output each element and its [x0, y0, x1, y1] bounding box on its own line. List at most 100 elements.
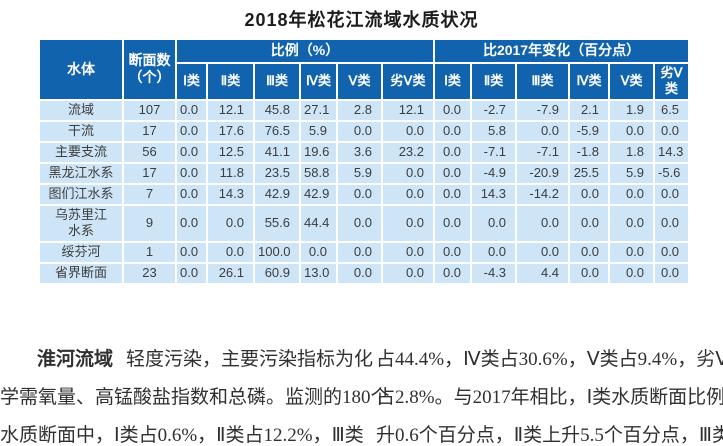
proportion-value: 2.8	[336, 98, 383, 122]
change-value: -20.9	[515, 161, 571, 185]
change-value: 4.4	[515, 262, 571, 286]
proportion-value: 0.0	[175, 161, 208, 185]
section-count-value: 9	[122, 203, 177, 244]
col-header-change-class-2: Ⅱ类	[470, 62, 518, 101]
proportion-value: 0.0	[175, 203, 208, 244]
change-value: 0.0	[653, 182, 691, 206]
paragraph-line: 占44.4%，Ⅳ类占30.6%，Ⅴ类占9.4%，劣Ⅴ类	[376, 349, 723, 370]
proportion-value: 23.2	[380, 140, 436, 164]
proportion-value: 100.0	[253, 241, 301, 265]
change-value: 0.0	[433, 98, 473, 122]
proportion-value: 55.6	[253, 203, 301, 244]
change-value: 0.0	[433, 119, 473, 143]
change-value: 0.0	[433, 161, 473, 185]
proportion-value: 0.0	[336, 203, 383, 244]
paragraph-line: 学需氧量、高锰酸盐指数和总磷。监测的180个	[0, 387, 390, 408]
proportion-value: 12.5	[206, 140, 255, 164]
col-group-change-vs-2017: 比2017年变化（百分点）	[433, 38, 691, 64]
change-value: -5.9	[568, 119, 611, 143]
proportion-value: 0.0	[336, 241, 383, 265]
proportion-value: 58.8	[299, 161, 338, 185]
col-group-proportion: 比例（%）	[174, 38, 436, 64]
change-value: 0.0	[515, 119, 571, 143]
proportion-value: 0.0	[380, 182, 436, 206]
change-value: 0.0	[568, 182, 611, 206]
change-value: 0.0	[470, 203, 518, 244]
change-value: -14.2	[515, 182, 571, 206]
table-row: 黑龙江水系 17 0.0 11.8 23.5 58.8 5.9 0.0 0.0 -4.9 -20.9…	[38, 161, 691, 185]
change-value: 5.9	[608, 161, 656, 185]
proportion-value: 19.6	[299, 140, 338, 164]
change-value: -7.1	[470, 140, 518, 164]
change-value: 0.0	[653, 119, 691, 143]
change-value: 2.1	[568, 98, 611, 122]
col-header-section-count: 断面数 （个）	[122, 38, 177, 101]
proportion-value: 44.4	[299, 203, 338, 244]
change-value: -7.9	[515, 98, 571, 122]
change-value: 0.0	[653, 203, 691, 244]
section-count-value: 23	[122, 262, 177, 286]
row-label-water-body: 干流	[38, 119, 124, 143]
change-value: 0.0	[470, 241, 518, 265]
col-header-change-class-1: Ⅰ类	[433, 62, 473, 101]
proportion-value: 12.1	[380, 98, 436, 122]
col-header-proportion-class-5: Ⅴ类	[336, 62, 383, 101]
proportion-value: 11.8	[206, 161, 255, 185]
change-value: 0.0	[568, 203, 611, 244]
col-header-proportion-class-3: Ⅲ类	[253, 62, 301, 101]
table-row: 绥芬河 1 0.0 0.0 100.0 0.0 0.0 0.0 0.0 0.0 0.0 0.0 0.0 0…	[38, 241, 691, 265]
proportion-value: 17.6	[206, 119, 255, 143]
paragraph-text: 轻度污染，主要污染指标为化	[126, 349, 374, 370]
proportion-value: 27.1	[299, 98, 338, 122]
proportion-value: 0.0	[336, 182, 383, 206]
table-row: 主要支流 56 0.0 12.5 41.1 19.6 3.6 23.2 0.0 -7.1 -7.1-…	[38, 140, 691, 164]
col-header-proportion-class-1: Ⅰ类	[175, 62, 208, 101]
table-row: 乌苏里江 水系 9 0.0 0.0 55.6 44.4 0.0 0.0 0.0 0.0 0.0 0.0…	[38, 203, 691, 244]
proportion-value: 13.0	[299, 262, 338, 286]
col-header-change-class-4: Ⅳ类	[568, 62, 611, 101]
change-value: 1.8	[608, 140, 656, 164]
change-value: 14.3	[653, 140, 691, 164]
change-value: -4.9	[470, 161, 518, 185]
body-text-right-column: 占44.4%，Ⅳ类占30.6%，Ⅴ类占9.4%，劣Ⅴ类 占2.8%。与2017年…	[376, 341, 723, 446]
change-value: 0.0	[653, 241, 691, 265]
water-quality-table: 水体 断面数 （个） 比例（%） 比2017年变化（百分点） Ⅰ类 Ⅱ类 Ⅲ类 …	[38, 38, 691, 286]
col-header-change-class-5: Ⅴ类	[608, 62, 656, 101]
change-value: 14.3	[470, 182, 518, 206]
table-body: 流域 107 0.0 12.1 45.8 27.1 2.8 12.1 0.0 -2.7 -7.9 2.…	[38, 98, 691, 286]
header-group-row: 水体 断面数 （个） 比例（%） 比2017年变化（百分点）	[38, 38, 691, 101]
table-row: 流域 107 0.0 12.1 45.8 27.1 2.8 12.1 0.0 -2.7 -7.9 2.…	[38, 98, 691, 122]
proportion-value: 0.0	[380, 161, 436, 185]
change-value: 25.5	[568, 161, 611, 185]
change-value: -4.3	[470, 262, 518, 286]
section-count-value: 17	[122, 119, 177, 143]
change-value: 0.0	[608, 119, 656, 143]
paragraph-lead-basin-name: 淮河流域	[37, 349, 114, 370]
table-row: 省界断面 23 0.0 26.1 60.9 13.0 0.0 0.0 0.0 -4.3 4.4 0.0…	[38, 262, 691, 286]
proportion-value: 26.1	[206, 262, 255, 286]
change-value: 0.0	[568, 262, 611, 286]
proportion-value: 0.0	[175, 119, 208, 143]
proportion-value: 76.5	[253, 119, 301, 143]
row-label-water-body: 绥芬河	[38, 241, 124, 265]
proportion-value: 0.0	[380, 262, 436, 286]
section-count-value: 1	[122, 241, 177, 265]
change-value: 0.0	[433, 241, 473, 265]
col-header-proportion-class-4: Ⅳ类	[299, 62, 338, 101]
paragraph-line: 水质断面中，Ⅰ类占0.6%，Ⅱ类占12.2%，Ⅲ类	[0, 425, 364, 446]
proportion-value: 3.6	[336, 140, 383, 164]
paragraph-line: 升0.6个百分点，Ⅱ类上升5.5个百分点，Ⅲ类上	[376, 425, 723, 446]
paragraph-line: 淮河流域 轻度污染，主要污染指标为化	[0, 341, 373, 379]
proportion-value: 0.0	[336, 119, 383, 143]
row-label-water-body: 主要支流	[38, 140, 124, 164]
section-count-value: 17	[122, 161, 177, 185]
col-header-proportion-class-worse5: 劣Ⅴ类	[380, 62, 436, 101]
change-value: 0.0	[608, 203, 656, 244]
col-header-change-class-3: Ⅲ类	[515, 62, 571, 101]
change-value: 6.5	[653, 98, 691, 122]
change-value: 0.0	[568, 241, 611, 265]
section-count-value: 107	[122, 98, 177, 122]
proportion-value: 0.0	[336, 262, 383, 286]
proportion-value: 0.0	[380, 241, 436, 265]
change-value: -5.6	[653, 161, 691, 185]
